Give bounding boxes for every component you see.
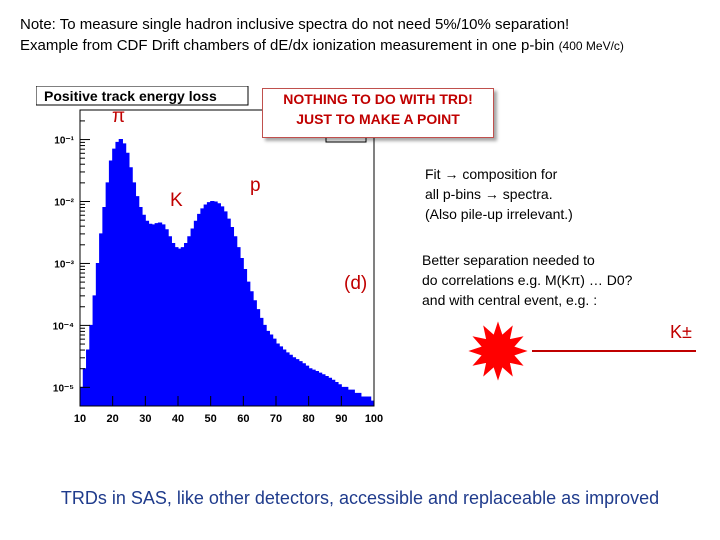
x-tick-label: 90 bbox=[335, 413, 347, 425]
y-tick-label: 10⁻³ bbox=[54, 259, 74, 270]
separation-line-1: Better separation needed to bbox=[422, 252, 595, 268]
x-tick-label: 60 bbox=[237, 413, 249, 425]
header-note: Note: To measure single hadron inclusive… bbox=[20, 14, 624, 57]
callout-box: NOTHING TO DO WITH TRD! JUST TO MAKE A P… bbox=[262, 88, 494, 138]
histogram-fill bbox=[79, 139, 375, 407]
x-tick-label: 30 bbox=[139, 413, 151, 425]
fit-line-1: Fit → composition for bbox=[425, 166, 558, 182]
event-illustration: K± bbox=[468, 321, 696, 381]
plot-frame bbox=[79, 109, 375, 407]
note-line-1: Note: To measure single hadron inclusive… bbox=[20, 16, 570, 33]
x-tick-label: 100 bbox=[365, 413, 383, 425]
y-tick-label: 10⁻⁵ bbox=[53, 383, 74, 394]
separation-line-2: do correlations e.g. M(Kπ) … D0? bbox=[422, 272, 633, 288]
note-line-2: Example from CDF Drift chambers of dE/dx… bbox=[20, 35, 624, 57]
note-line-2-main: Example from CDF Drift chambers of dE/dx… bbox=[20, 37, 559, 54]
fit-line-2: all p-bins → spectra. bbox=[425, 186, 553, 202]
central-event-dot bbox=[483, 336, 513, 366]
separation-line-3: and with central event, e.g. : bbox=[422, 292, 598, 308]
x-tick-label: 40 bbox=[172, 413, 184, 425]
fit-line-3: (Also pile-up irrelevant.) bbox=[425, 206, 573, 222]
callout-line-1: NOTHING TO DO WITH TRD! bbox=[283, 91, 473, 107]
y-tick-label: 10⁻¹ bbox=[54, 136, 74, 147]
x-tick-label: 10 bbox=[74, 413, 86, 425]
y-tick-label: 10⁻⁴ bbox=[53, 321, 74, 332]
x-tick-label: 70 bbox=[270, 413, 282, 425]
separation-note: Better separation needed to do correlati… bbox=[422, 250, 632, 310]
bottom-statement: TRDs in SAS, like other detectors, acces… bbox=[60, 488, 660, 508]
plot-title: Positive track energy loss bbox=[44, 88, 217, 104]
label-pion: π bbox=[112, 106, 126, 127]
x-tick-label: 50 bbox=[205, 413, 217, 425]
dedx-histogram: Positive track energy loss Entries 10⁻¹1… bbox=[36, 86, 386, 436]
axes: 10⁻¹ 10⁻² 10⁻³ 10⁻⁴ 10⁻⁵ 10 20 30 40 50 60 70 80 90 10… bbox=[53, 109, 383, 425]
y-tick-label: 10⁻² bbox=[54, 198, 74, 209]
label-proton: p bbox=[250, 175, 261, 196]
panel-label: (d) bbox=[344, 273, 367, 294]
central-event-burst bbox=[468, 321, 528, 381]
plot-title-box bbox=[36, 86, 249, 106]
callout-line-2: JUST TO MAKE A POINT bbox=[296, 111, 460, 127]
x-tick-label: 80 bbox=[303, 413, 315, 425]
x-tick-label: 20 bbox=[107, 413, 119, 425]
fit-note: Fit → composition for all p-bins → spect… bbox=[425, 164, 573, 224]
note-line-2-small: (400 MeV/c) bbox=[558, 39, 624, 53]
label-kaon-pm: K± bbox=[670, 322, 692, 342]
label-kaon: K bbox=[170, 190, 183, 211]
